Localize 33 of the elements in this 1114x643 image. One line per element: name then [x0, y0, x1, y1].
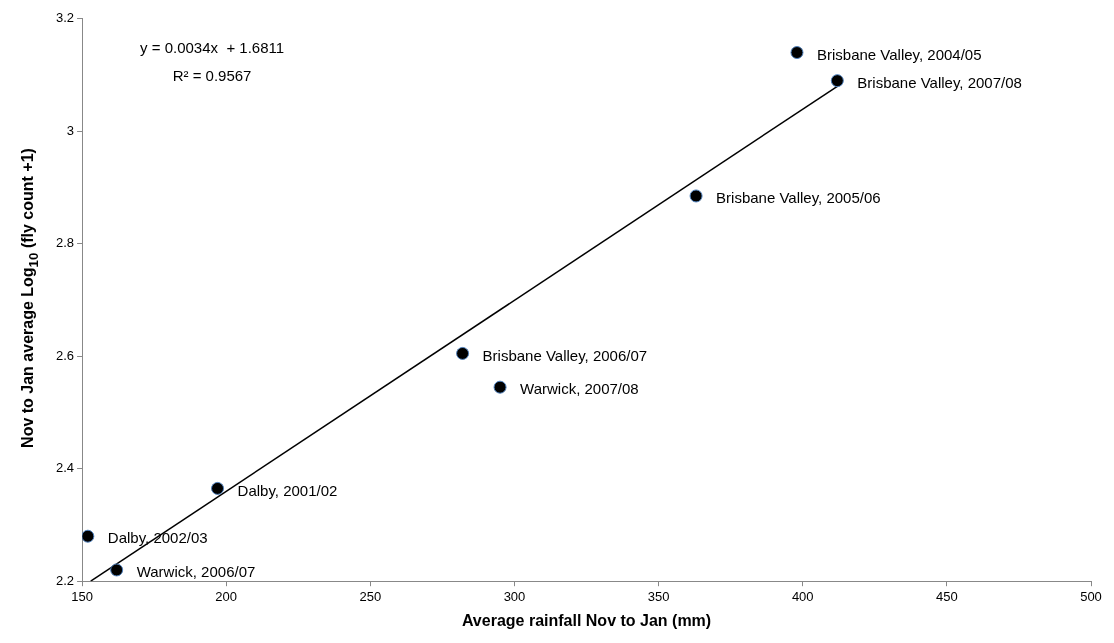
x-tick-label: 400	[791, 588, 814, 604]
x-axis-title: Average rainfall Nov to Jan (mm)	[461, 611, 712, 629]
point	[830, 74, 844, 88]
x-tick-label: 200	[215, 588, 238, 604]
annotation: y = 0.0034x + 1.6811	[140, 38, 285, 56]
annotation: Dalby, 2001/02	[237, 481, 338, 499]
y-tick-label: 3.2	[55, 10, 75, 26]
point	[211, 481, 225, 495]
x-tick-label: 450	[936, 588, 958, 604]
point	[790, 46, 804, 60]
annotation: Brisbane Valley, 2007/08	[857, 73, 1022, 91]
y-tick-label: 2.6	[55, 347, 75, 363]
annotation: Brisbane Valley, 2005/06	[716, 189, 881, 207]
y-tick-label: 2.2	[55, 572, 75, 588]
point	[82, 529, 95, 543]
y-tick-label: 2.8	[55, 235, 75, 251]
x-tick-label: 300	[503, 588, 526, 604]
x-tick-label: 250	[359, 588, 382, 604]
annotation: R² = 0.9567	[172, 66, 252, 84]
annotation: Brisbane Valley, 2004/05	[816, 45, 982, 63]
point	[493, 380, 507, 394]
annotation: Brisbane Valley, 2006/07	[482, 346, 648, 364]
annotation: Warwick, 2006/07	[136, 563, 256, 581]
x-tick-label: 350	[647, 588, 670, 604]
point	[456, 346, 470, 360]
x-tick-label: 500	[1080, 588, 1102, 604]
point	[110, 563, 124, 577]
point	[689, 189, 703, 203]
x-tick-label: 150	[71, 588, 93, 604]
annotation: Dalby, 2002/03	[107, 529, 208, 547]
y-tick-label: 3	[66, 122, 75, 138]
annotation: Warwick, 2007/08	[520, 380, 639, 398]
y-tick-label: 2.4	[55, 460, 75, 476]
